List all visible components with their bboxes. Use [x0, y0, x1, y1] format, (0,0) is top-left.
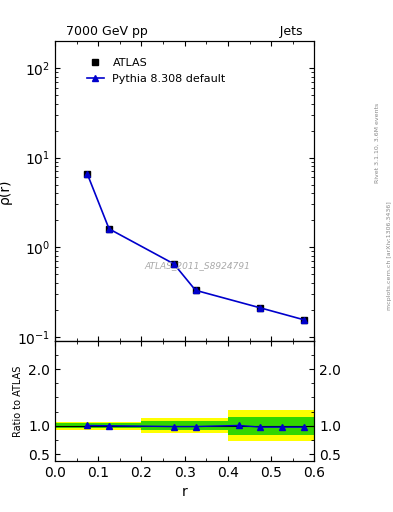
Line: Pythia 8.308 default: Pythia 8.308 default — [84, 171, 307, 323]
ATLAS — [85, 171, 90, 177]
Text: ATLAS_2011_S8924791: ATLAS_2011_S8924791 — [145, 261, 251, 270]
ATLAS — [258, 305, 263, 311]
Pythia 8.308 default — [85, 171, 90, 177]
Text: Rivet 3.1.10, 3.6M events: Rivet 3.1.10, 3.6M events — [375, 103, 380, 183]
Pythia 8.308 default — [193, 287, 198, 293]
ATLAS — [193, 287, 198, 293]
Pythia 8.308 default — [107, 226, 112, 232]
Pythia 8.308 default — [172, 261, 176, 267]
Pythia 8.308 default — [258, 305, 263, 311]
Y-axis label: ρ(r): ρ(r) — [0, 178, 11, 204]
Line: ATLAS: ATLAS — [84, 171, 307, 323]
Text: mcplots.cern.ch [arXiv:1306.3436]: mcplots.cern.ch [arXiv:1306.3436] — [387, 202, 391, 310]
Title: 7000 GeV pp                                 Jets: 7000 GeV pp Jets — [66, 26, 303, 38]
Legend: ATLAS, Pythia 8.308 default: ATLAS, Pythia 8.308 default — [81, 53, 231, 89]
ATLAS — [107, 226, 112, 232]
ATLAS — [172, 261, 176, 267]
Y-axis label: Ratio to ATLAS: Ratio to ATLAS — [13, 365, 23, 437]
X-axis label: r: r — [182, 485, 187, 499]
Pythia 8.308 default — [301, 316, 306, 323]
ATLAS — [301, 316, 306, 323]
